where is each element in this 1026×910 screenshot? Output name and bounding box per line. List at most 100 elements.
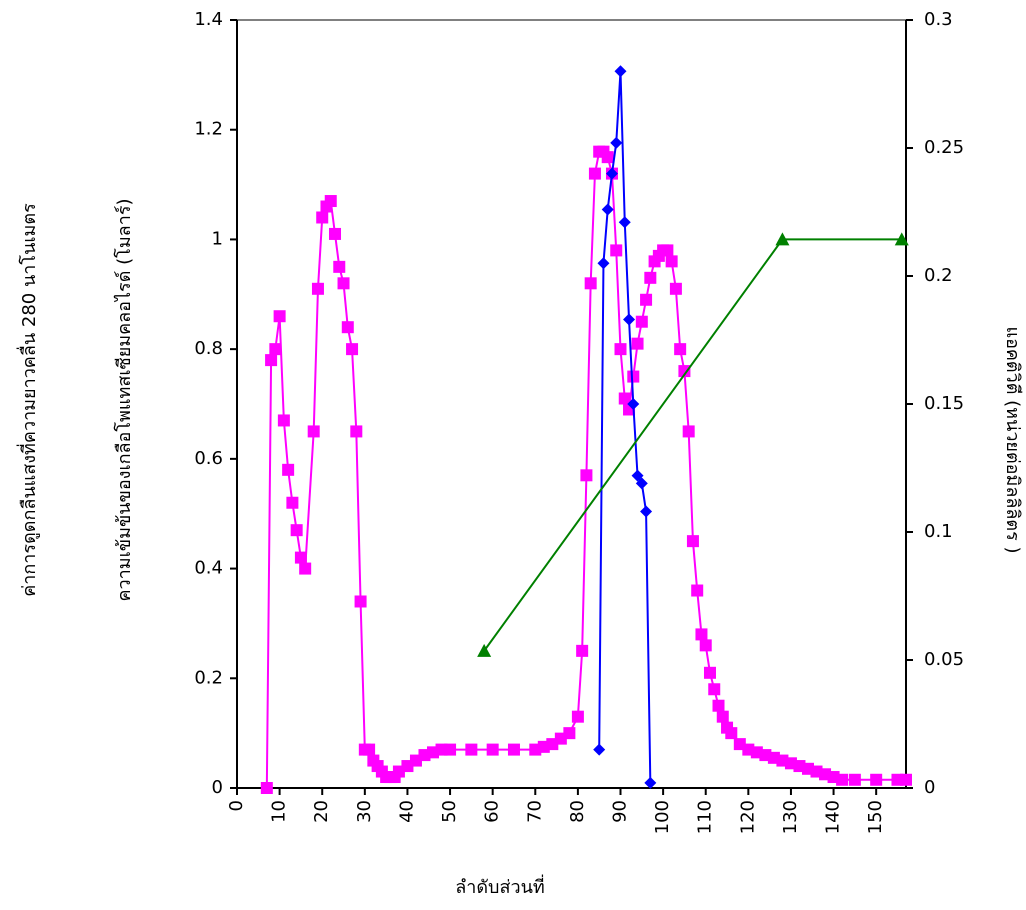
point (635, 315, 648, 328)
y-tick-label: 0 (212, 777, 223, 798)
point (614, 343, 627, 356)
point (618, 392, 631, 405)
point (725, 727, 738, 740)
y-axis-label: ความเข้มข้นของเกลือโพแทสเซียมคลอไรด์ (โม… (113, 198, 135, 601)
y-tick-label: 0.2 (194, 667, 223, 688)
point (661, 244, 674, 257)
point (682, 425, 695, 438)
point (260, 782, 273, 794)
point (277, 414, 290, 427)
point (444, 743, 457, 756)
x-tick-label: 50 (439, 800, 460, 823)
x-tick-label: 70 (524, 800, 545, 823)
point (341, 321, 354, 334)
point (669, 282, 682, 295)
point (265, 354, 278, 367)
point (686, 535, 699, 548)
point (576, 644, 589, 657)
point (290, 524, 303, 537)
point (477, 643, 492, 657)
point (644, 271, 657, 284)
point (486, 743, 499, 756)
point (614, 65, 627, 78)
point (329, 227, 342, 240)
point (601, 203, 614, 216)
point (631, 337, 644, 350)
x-tick-label: 30 (354, 800, 375, 823)
y-tick-label: 0.4 (194, 558, 223, 579)
point (465, 743, 478, 756)
point (870, 773, 883, 786)
y-axis-label: ค่าการดูดกลืนแสงที่ความยาวคลื่น 280 นาโน… (16, 203, 40, 597)
point (623, 313, 636, 326)
y-tick-label: 0.8 (194, 338, 223, 359)
point (584, 277, 597, 290)
x-axis-label: ลำดับส่วนที่ (455, 874, 545, 898)
point (640, 505, 653, 518)
point (627, 398, 640, 410)
point (507, 743, 520, 756)
point (580, 469, 593, 482)
point (605, 167, 618, 180)
point (610, 244, 623, 257)
x-tick-label: 130 (780, 800, 801, 834)
x-tick-label: 20 (311, 800, 332, 823)
x-tick-label: 90 (610, 800, 631, 823)
x-tick-label: 40 (396, 800, 417, 823)
point (674, 343, 687, 356)
point (273, 310, 286, 323)
x-tick-label: 120 (737, 800, 758, 834)
point (644, 776, 657, 789)
point (286, 496, 299, 509)
point (299, 562, 312, 575)
point (699, 639, 712, 652)
x-tick-label: 10 (269, 800, 290, 823)
point (716, 710, 729, 723)
point (695, 628, 708, 641)
point (708, 683, 721, 696)
y2-axis-label: แอคติวิตี (หน่วยต่อมิลลิลิตร ) (1002, 326, 1023, 553)
point (678, 365, 691, 378)
point (836, 773, 849, 786)
y2-tick-label: 0.1 (924, 521, 953, 542)
y-tick-label: 1 (212, 228, 223, 249)
y2-tick-label: 0.3 (924, 9, 953, 30)
y-tick-label: 0.6 (194, 448, 223, 469)
x-tick-label: 140 (823, 800, 844, 834)
point (593, 743, 606, 756)
y2-tick-label: 0 (924, 777, 935, 798)
point (640, 293, 653, 306)
point (703, 666, 716, 679)
point (333, 260, 346, 273)
y2-tick-label: 0.2 (924, 265, 953, 286)
x-tick-label: 80 (567, 800, 588, 823)
point (282, 463, 295, 476)
point (691, 584, 704, 597)
point (627, 370, 640, 383)
point (597, 257, 610, 270)
point (900, 773, 912, 786)
point (350, 425, 363, 438)
point (588, 167, 601, 180)
point (665, 255, 678, 268)
x-tick-label: 100 (652, 800, 673, 834)
point (346, 343, 359, 356)
point (610, 136, 623, 149)
point (311, 282, 324, 295)
point (563, 727, 576, 740)
point (363, 743, 376, 756)
point (307, 425, 320, 438)
point (848, 773, 861, 786)
point (354, 595, 367, 608)
point (316, 211, 329, 224)
point (324, 195, 337, 208)
point (712, 699, 725, 712)
x-tick-label: 60 (482, 800, 503, 823)
point (775, 232, 790, 246)
x-tick-label: 110 (695, 800, 716, 834)
point (894, 232, 909, 246)
point (269, 343, 282, 356)
point (337, 277, 350, 290)
y-tick-label: 1.4 (194, 9, 223, 30)
